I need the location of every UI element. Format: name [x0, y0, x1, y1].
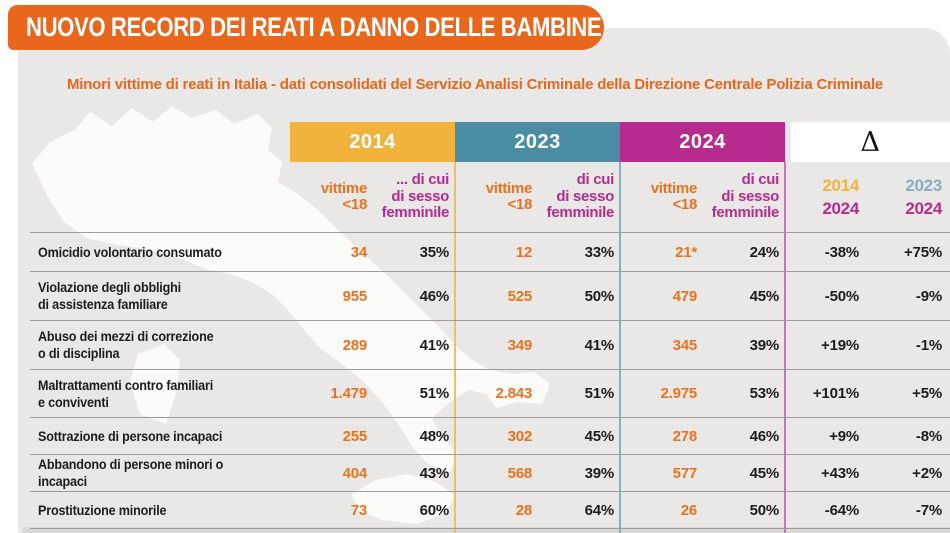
victims-2014: 404	[342, 464, 368, 482]
delta-2014-2024: -38%	[824, 243, 859, 261]
year-band-2024: 2024	[620, 122, 785, 162]
delta-2023-2024: -7%	[915, 501, 942, 519]
delta-2014-2024: +19%	[821, 336, 859, 354]
female-share-2014: 51%	[419, 385, 450, 402]
delta-2014-2024: +9%	[829, 427, 859, 445]
year-band-2023: 2023	[455, 122, 620, 162]
female-share-2023: 64%	[584, 501, 615, 519]
female-share-2024: 45%	[749, 287, 780, 305]
female-share-2023: 33%	[584, 243, 615, 261]
subhead-females-2014: ... di cui di sesso femminile	[381, 171, 450, 222]
female-share-2023: 41%	[584, 336, 615, 354]
infographic-subtitle: Minori vittime di reati in Italia - dati…	[66, 76, 884, 93]
subhead-females-2023: di cui di sesso femminile	[546, 171, 615, 222]
delta-2014-2024: -50%	[824, 287, 859, 305]
delta-2023-2024: -1%	[915, 336, 942, 354]
crime-label: Omicidio volontario consumato	[38, 243, 222, 260]
delta-2014-2024: +101%	[812, 385, 859, 402]
divider-2023-2024	[619, 162, 621, 533]
victims-2014: 73	[350, 501, 367, 519]
crime-label: Abbandono di persone minori o incapaci	[38, 456, 224, 489]
victims-2014: 34	[350, 243, 367, 261]
female-share-2024: 24%	[749, 243, 780, 261]
subhead-delta-2023-2024: 2023 2024	[905, 176, 942, 218]
subheader-row: vittime <18 ... di cui di sesso femminil…	[30, 162, 950, 232]
victims-2023: 349	[507, 336, 533, 354]
headline-title: NUOVO RECORD DEI REATI A DANNO DELLE BAM…	[26, 12, 602, 42]
delta-2023-2024: +2%	[912, 464, 942, 482]
victims-2023: 525	[507, 287, 533, 305]
year-band-2014: 2014	[290, 122, 455, 162]
female-share-2024: 45%	[749, 464, 780, 482]
delta-2014-2024: +43%	[821, 464, 859, 482]
table-row-maltrattamenti: Maltrattamenti contro familiari e conviv…	[30, 369, 950, 417]
victims-2024: 577	[672, 464, 698, 482]
delta-2023-2024: -9%	[915, 287, 942, 305]
female-share-2023: 45%	[584, 427, 615, 445]
victims-2024: 21*	[675, 243, 697, 261]
victims-2024: 479	[672, 287, 698, 305]
female-share-2014: 46%	[419, 287, 450, 305]
delta-band: Δ	[791, 122, 950, 162]
divider-2014-2023	[454, 162, 456, 533]
year-band-row: 2014 2023 2024 Δ	[30, 122, 950, 162]
female-share-2014: 35%	[419, 243, 450, 261]
female-share-2014: 60%	[419, 501, 450, 519]
female-share-2023: 50%	[584, 287, 615, 305]
female-share-2014: 41%	[419, 336, 450, 354]
subhead-victims-2014: vittime <18	[320, 179, 368, 213]
victims-2023: 302	[507, 427, 533, 445]
crime-label: Abuso dei mezzi di correzione o di disci…	[38, 328, 214, 361]
crime-label: Sottrazione di persone incapaci	[38, 427, 223, 444]
victims-2024: 345	[672, 336, 698, 354]
table-row-sottrazione: Sottrazione di persone incapaci 255 48% …	[30, 417, 950, 454]
divider-2024-delta	[784, 162, 786, 533]
victims-2024: 2.975	[660, 385, 697, 402]
victims-2023: 568	[507, 464, 533, 482]
delta-2023-2024: -8%	[915, 427, 942, 445]
delta-2023-2024: +75%	[904, 243, 942, 261]
female-share-2024: 46%	[749, 427, 780, 445]
female-share-2023: 51%	[584, 385, 615, 402]
bottom-shadow-strip	[22, 527, 950, 533]
crime-label: Maltrattamenti contro familiari e conviv…	[38, 376, 214, 410]
table-row-prostituzione: Prostituzione minorile 73 60% 28 64% 26 …	[30, 491, 950, 529]
female-share-2014: 48%	[419, 427, 450, 445]
victims-2024: 278	[672, 427, 698, 445]
victims-2014: 955	[342, 287, 368, 305]
subhead-delta-2014-2024: 2014 2024	[822, 176, 859, 218]
victims-2023: 2.843	[495, 385, 532, 402]
female-share-2024: 50%	[749, 501, 780, 519]
victims-2023: 28	[515, 501, 532, 519]
female-share-2024: 39%	[749, 336, 780, 354]
subhead-females-2024: di cui di sesso femminile	[711, 171, 780, 222]
subhead-victims-2023: vittime <18	[485, 179, 533, 213]
subhead-victims-2024: vittime <18	[650, 179, 698, 213]
victims-2014: 1.479	[330, 385, 367, 402]
crimes-data-table: 2014 2023 2024 Δ vittime <18 ... di cui …	[30, 122, 950, 529]
table-row-violazione-obblighi: Violazione degli obblighi di assistenza …	[30, 271, 950, 320]
crime-label: Violazione degli obblighi di assistenza …	[38, 279, 181, 312]
table-row-omicidio: Omicidio volontario consumato 34 35% 12 …	[30, 232, 950, 271]
victims-2014: 255	[342, 427, 368, 445]
victims-2023: 12	[515, 243, 532, 261]
headline-banner: NUOVO RECORD DEI REATI A DANNO DELLE BAM…	[8, 5, 604, 50]
victims-2024: 26	[680, 501, 697, 519]
crime-label: Prostituzione minorile	[38, 501, 167, 518]
table-row-abuso-mezzi: Abuso dei mezzi di correzione o di disci…	[30, 320, 950, 369]
female-share-2014: 43%	[419, 464, 450, 482]
italy-map-silhouette	[32, 106, 550, 524]
delta-2014-2024: -64%	[824, 501, 859, 519]
female-share-2023: 39%	[584, 464, 615, 482]
delta-2023-2024: +5%	[912, 385, 942, 402]
female-share-2024: 53%	[749, 385, 780, 402]
table-row-abbandono: Abbandono di persone minori o incapaci 4…	[30, 454, 950, 491]
victims-2014: 289	[342, 336, 368, 354]
